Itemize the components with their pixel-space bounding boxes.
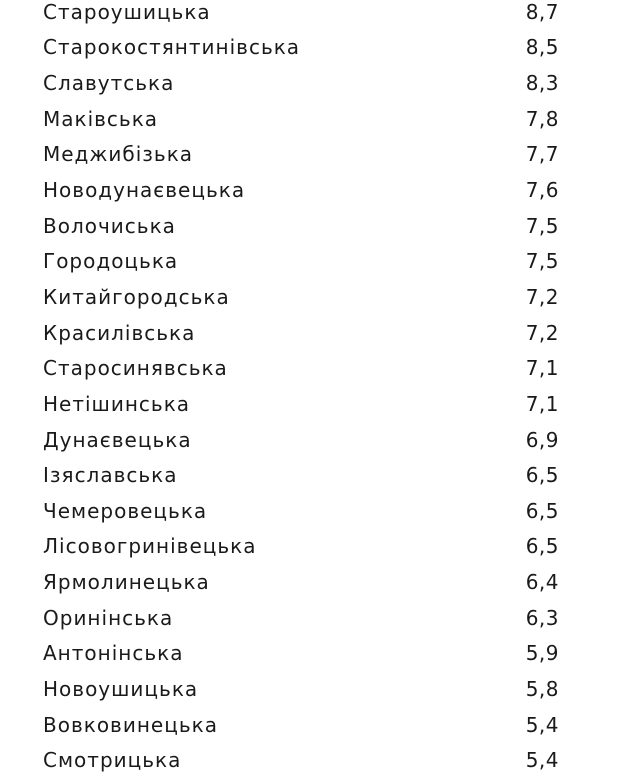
community-name: Смотрицька — [43, 748, 182, 773]
community-value: 6,9 — [525, 427, 559, 452]
community-value: 8,5 — [525, 35, 559, 60]
table-row: Чемеровецька 6,5 — [43, 493, 559, 529]
community-table: Староушицька 8,7 Старокостянтинівська 8,5 Сл… — [43, 0, 559, 778]
community-value: 7,5 — [525, 213, 559, 238]
community-value: 5,4 — [525, 712, 559, 737]
table-row: Нетішинська 7,1 — [43, 386, 559, 422]
community-value: 5,9 — [525, 641, 559, 666]
community-name: Нетішинська — [43, 391, 191, 416]
community-name: Вовковинецька — [43, 712, 218, 737]
table-row: Красилівська 7,2 — [43, 315, 559, 351]
community-name: Старосинявська — [43, 356, 228, 381]
community-name: Оринінська — [43, 605, 174, 630]
community-value: 7,1 — [525, 356, 559, 381]
community-name: Новоушицька — [43, 676, 199, 701]
community-name: Антонінська — [43, 641, 184, 666]
table-row: Меджибізька 7,7 — [43, 137, 559, 173]
community-name: Чемеровецька — [43, 498, 208, 523]
community-name: Старокостянтинівська — [43, 35, 301, 60]
table-row: Ізяславська 6,5 — [43, 457, 559, 493]
table-row: Маківська 7,8 — [43, 101, 559, 137]
community-value: 7,1 — [525, 391, 559, 416]
community-name: Китайгородська — [43, 284, 230, 309]
community-name: Новодунаєвецька — [43, 178, 246, 203]
community-value: 7,7 — [525, 142, 559, 167]
community-value: 6,5 — [525, 534, 559, 559]
table-row: Вовковинецька 5,4 — [43, 707, 559, 743]
table-row: Оринінська 6,3 — [43, 600, 559, 636]
community-name: Ізяславська — [43, 463, 178, 488]
community-value: 7,2 — [525, 284, 559, 309]
community-name: Славутська — [43, 71, 175, 96]
community-value: 5,4 — [525, 748, 559, 773]
community-value: 6,3 — [525, 605, 559, 630]
table-row: Волочиська 7,5 — [43, 208, 559, 244]
table-row: Старосинявська 7,1 — [43, 350, 559, 386]
community-name: Меджибізька — [43, 142, 194, 167]
community-value: 5,8 — [525, 676, 559, 701]
community-value: 7,6 — [525, 178, 559, 203]
table-row: Новодунаєвецька 7,6 — [43, 172, 559, 208]
table-row: Ярмолинецька 6,4 — [43, 564, 559, 600]
community-value: 8,7 — [525, 0, 559, 24]
community-name: Маківська — [43, 106, 159, 131]
community-name: Городоцька — [43, 249, 179, 274]
community-name: Красилівська — [43, 320, 196, 345]
community-value: 6,5 — [525, 498, 559, 523]
table-row: Смотрицька 5,4 — [43, 742, 559, 778]
table-row: Антонінська 5,9 — [43, 636, 559, 672]
table-row: Китайгородська 7,2 — [43, 279, 559, 315]
table-row: Новоушицька 5,8 — [43, 671, 559, 707]
community-name: Ярмолинецька — [43, 570, 210, 595]
community-value: 6,4 — [525, 570, 559, 595]
community-name: Волочиська — [43, 213, 176, 238]
table-row: Староушицька 8,7 — [43, 0, 559, 30]
community-name: Дунаєвецька — [43, 427, 192, 452]
community-value: 8,3 — [525, 71, 559, 96]
community-value: 7,5 — [525, 249, 559, 274]
table-row: Старокостянтинівська 8,5 — [43, 30, 559, 66]
table-row: Славутська 8,3 — [43, 65, 559, 101]
community-value: 7,8 — [525, 106, 559, 131]
community-name: Лісовогринівецька — [43, 534, 257, 559]
table-row: Дунаєвецька 6,9 — [43, 422, 559, 458]
community-name: Староушицька — [43, 0, 211, 24]
community-value: 6,5 — [525, 463, 559, 488]
community-value: 7,2 — [525, 320, 559, 345]
table-row: Лісовогринівецька 6,5 — [43, 529, 559, 565]
table-row: Городоцька 7,5 — [43, 243, 559, 279]
